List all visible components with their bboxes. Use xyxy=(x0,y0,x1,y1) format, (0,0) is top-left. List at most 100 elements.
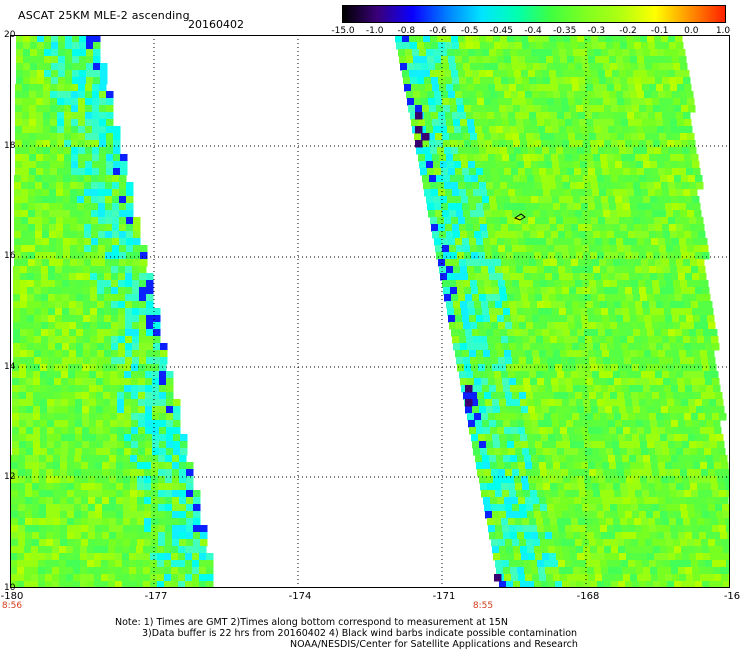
swath-cell xyxy=(199,567,207,575)
swath-cell xyxy=(116,532,124,540)
swath-cell xyxy=(75,378,83,386)
swath-cell xyxy=(21,196,29,204)
swath-cell xyxy=(536,336,544,344)
swath-cell xyxy=(82,406,90,414)
swath-cell xyxy=(540,245,548,253)
swath-cell xyxy=(541,434,549,442)
swath-cell xyxy=(518,56,526,64)
swath-cell xyxy=(646,140,654,148)
swath-cell xyxy=(110,413,118,421)
swath-cell xyxy=(157,553,165,561)
swath-cell xyxy=(409,35,417,43)
swath-cell xyxy=(581,238,589,246)
swath-cell xyxy=(61,448,69,456)
swath-cell xyxy=(15,154,23,162)
swath-cell xyxy=(624,392,632,400)
swath-cell xyxy=(652,504,660,512)
swath-cell xyxy=(623,168,631,176)
swath-cell xyxy=(529,189,537,197)
swath-cell xyxy=(566,455,574,463)
swath-cell xyxy=(164,574,172,582)
swath-cell xyxy=(538,273,546,281)
swath-cell xyxy=(644,497,652,505)
swath-cell xyxy=(660,140,668,148)
swath-cell xyxy=(450,287,458,295)
swath-cell xyxy=(473,112,481,120)
swath-cell xyxy=(643,532,651,540)
swath-cell xyxy=(632,364,640,372)
swath-cell xyxy=(27,280,35,288)
swath-cell xyxy=(635,266,643,274)
swath-cell xyxy=(637,168,645,176)
swath-cell xyxy=(17,546,25,554)
swath-cell xyxy=(144,497,152,505)
swath-cell xyxy=(472,406,480,414)
swath-cell xyxy=(138,434,146,442)
swath-cell xyxy=(635,525,643,533)
swath-cell xyxy=(25,462,33,470)
swath-cell xyxy=(556,476,564,484)
swath-cell xyxy=(524,273,532,281)
swath-cell xyxy=(77,182,85,190)
swath-cell xyxy=(677,378,685,386)
swath-cell xyxy=(55,301,63,309)
swath-cell xyxy=(418,119,426,127)
swath-cell xyxy=(700,238,708,246)
swath-cell xyxy=(90,315,98,323)
swath-cell xyxy=(638,504,646,512)
swath-cell xyxy=(485,140,493,148)
swath-cell xyxy=(645,133,653,141)
swath-cell xyxy=(592,259,600,267)
swath-cell xyxy=(682,294,690,302)
swath-cell xyxy=(437,35,445,43)
swath-cell xyxy=(443,175,451,183)
swath-cell xyxy=(551,231,559,239)
swath-cell xyxy=(451,147,459,155)
swath-cell xyxy=(469,238,477,246)
swath-cell xyxy=(164,553,172,561)
swath-cell xyxy=(47,399,55,407)
swath-cell xyxy=(499,434,507,442)
swath-cell xyxy=(691,378,699,386)
swath-cell xyxy=(50,105,58,113)
swath-cell xyxy=(506,252,514,260)
swath-cell xyxy=(165,462,173,470)
swath-cell xyxy=(102,504,110,512)
swath-cell xyxy=(661,329,669,337)
swath-cell xyxy=(109,483,117,491)
swath-cell xyxy=(669,224,677,232)
swath-cell xyxy=(126,210,134,218)
swath-cell xyxy=(488,490,496,498)
swath-cell xyxy=(546,238,554,246)
swath-cell xyxy=(634,483,642,491)
swath-cell xyxy=(556,35,564,43)
lat-tick-label: 16 xyxy=(4,251,16,262)
swath-cell xyxy=(653,581,661,588)
swath-cell xyxy=(15,112,23,120)
swath-cell xyxy=(671,420,679,428)
swath-cell xyxy=(574,315,582,323)
swath-cell xyxy=(67,455,75,463)
swath-cell xyxy=(178,574,186,582)
swath-cell xyxy=(138,399,146,407)
swath-cell xyxy=(129,546,137,554)
swath-cell xyxy=(508,371,516,379)
swath-cell xyxy=(693,203,701,211)
swath-cell xyxy=(12,399,20,407)
swath-cell xyxy=(71,154,79,162)
swath-cell xyxy=(576,546,584,554)
swath-cell xyxy=(496,126,504,134)
swath-cell xyxy=(10,567,18,575)
swath-cell xyxy=(604,511,612,519)
swath-cell xyxy=(79,77,87,85)
swath-cell xyxy=(439,154,447,162)
swath-cell xyxy=(699,273,707,281)
swath-cell xyxy=(633,182,641,190)
swath-cell xyxy=(577,476,585,484)
swath-cell xyxy=(565,301,573,309)
swath-cell xyxy=(689,406,697,414)
swath-cell xyxy=(75,406,83,414)
swath-cell xyxy=(444,70,452,78)
swath-cell xyxy=(66,553,74,561)
swath-cell xyxy=(663,84,671,92)
